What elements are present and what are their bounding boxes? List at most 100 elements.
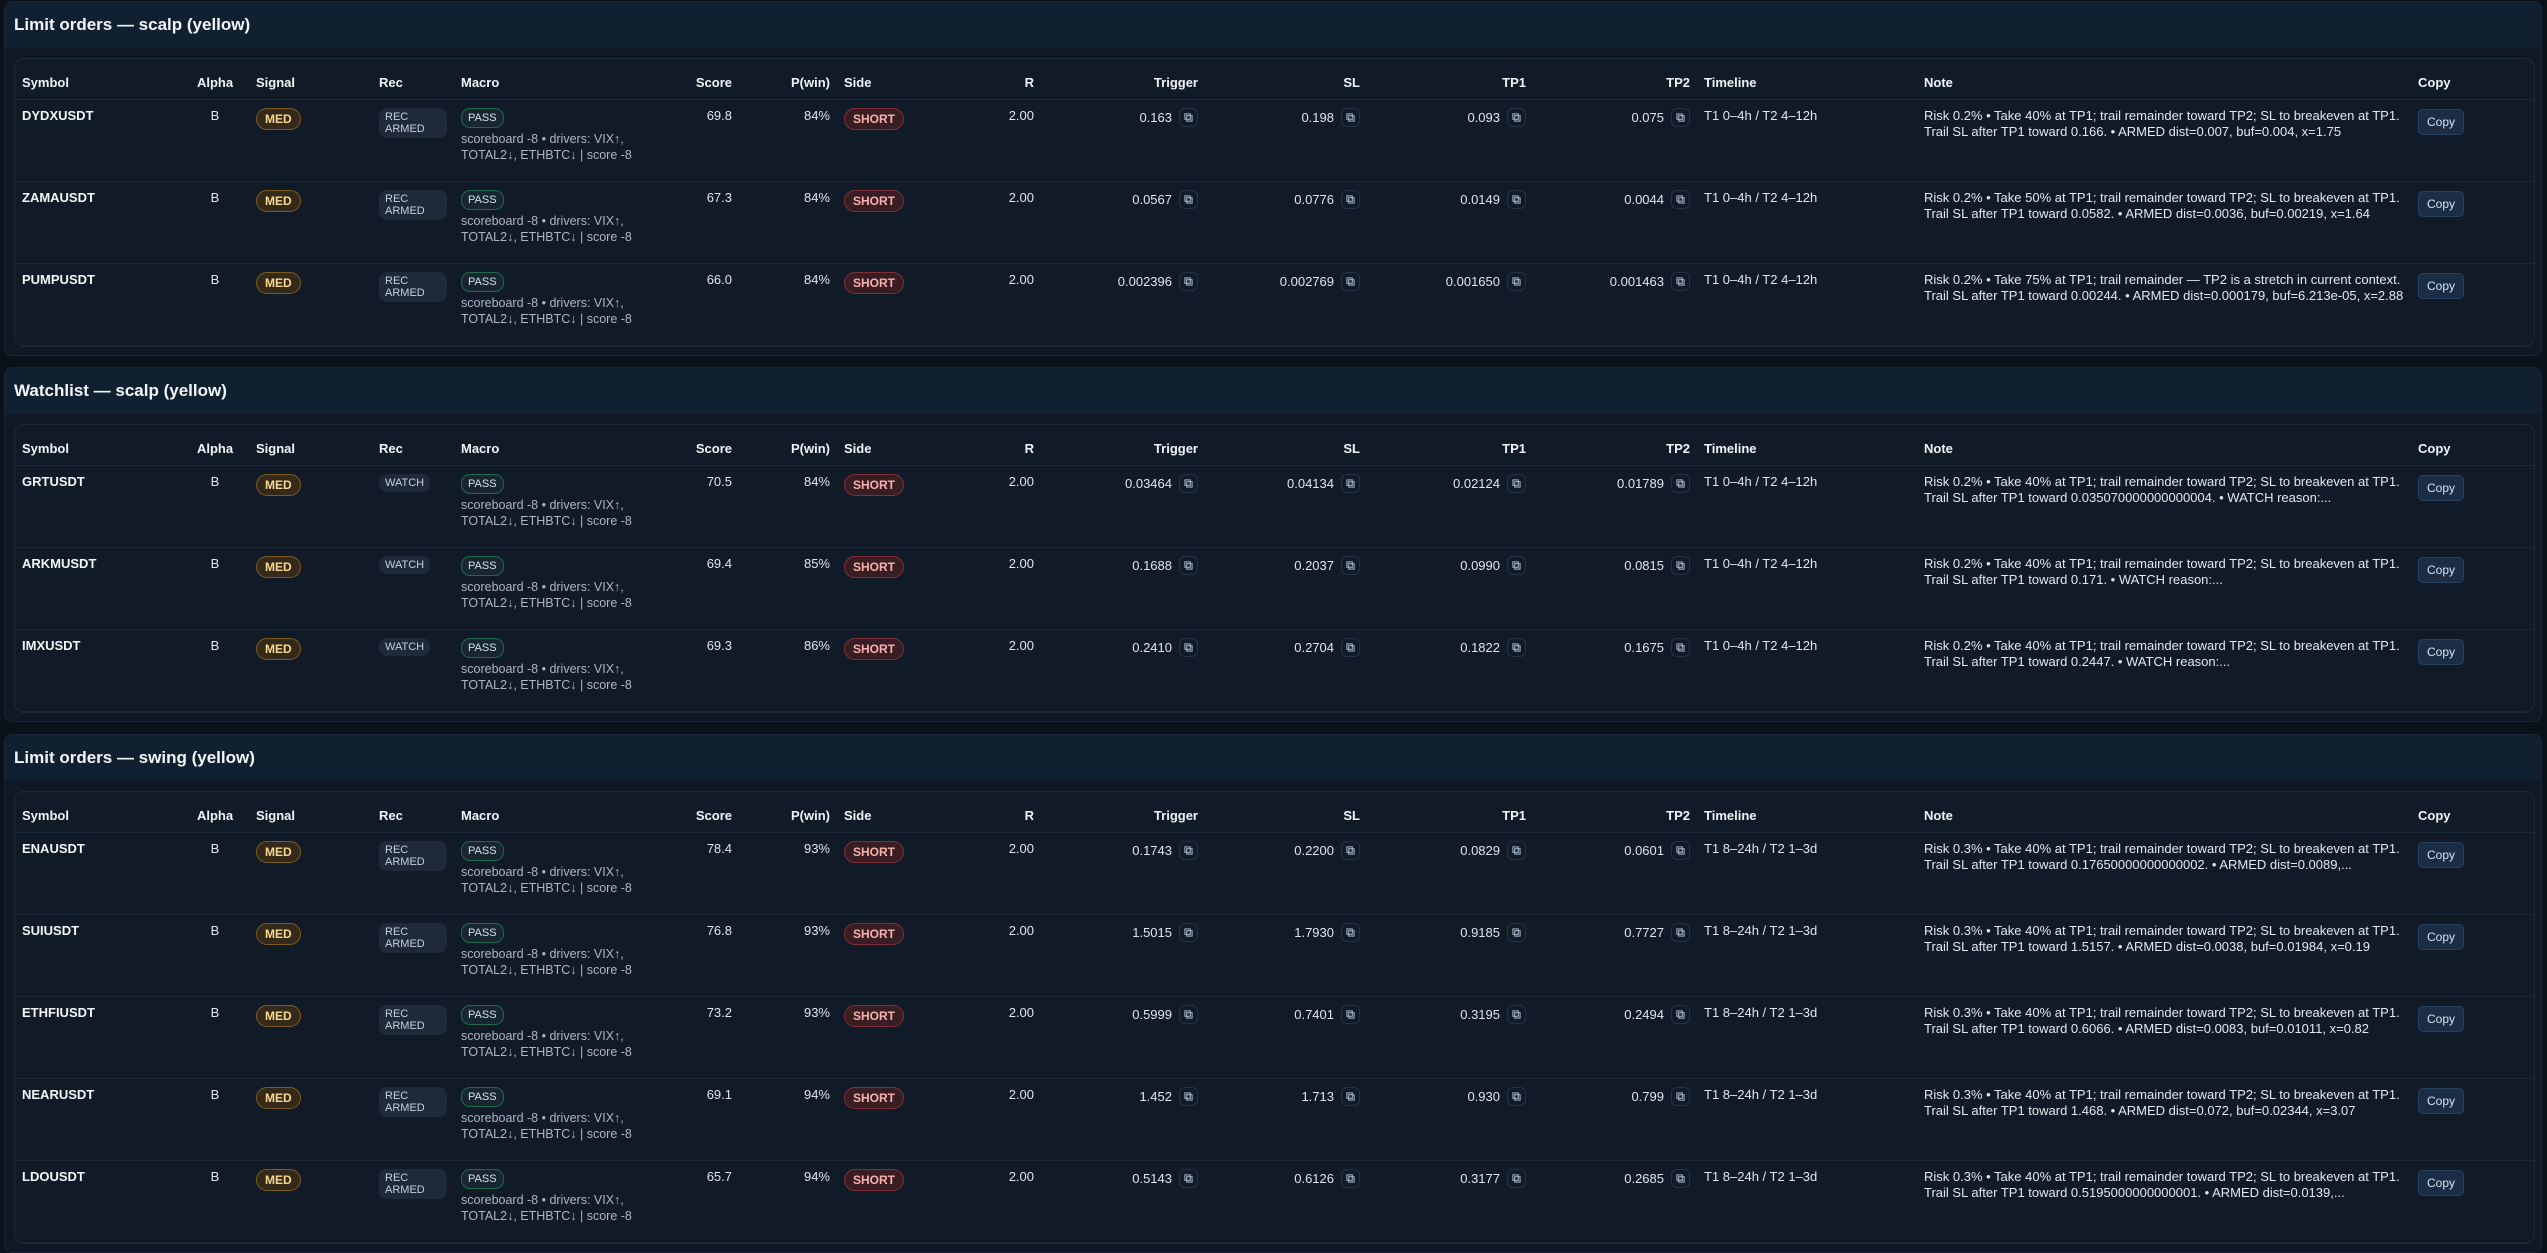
column-header-tp2[interactable]: TP2: [1533, 425, 1697, 466]
copy-icon[interactable]: [1179, 1087, 1198, 1106]
column-header-alpha[interactable]: Alpha: [181, 792, 249, 833]
copy-icon[interactable]: [1179, 923, 1198, 942]
column-header-rec[interactable]: Rec: [372, 425, 454, 466]
copy-icon[interactable]: [1671, 1169, 1690, 1188]
copy-button[interactable]: Copy: [2418, 842, 2465, 868]
column-header-r[interactable]: R: [931, 59, 1041, 100]
column-header-note[interactable]: Note: [1917, 59, 2411, 100]
column-header-symbol[interactable]: Symbol: [15, 425, 181, 466]
column-header-tp2[interactable]: TP2: [1533, 792, 1697, 833]
column-header-signal[interactable]: Signal: [249, 792, 372, 833]
copy-icon[interactable]: [1179, 474, 1198, 493]
column-header-score[interactable]: Score: [641, 59, 739, 100]
copy-icon[interactable]: [1179, 638, 1198, 657]
column-header-r[interactable]: R: [931, 792, 1041, 833]
copy-icon[interactable]: [1179, 190, 1198, 209]
copy-button[interactable]: Copy: [2418, 639, 2465, 665]
copy-icon[interactable]: [1179, 1169, 1198, 1188]
copy-icon[interactable]: [1671, 556, 1690, 575]
copy-icon[interactable]: [1507, 556, 1526, 575]
column-header-score[interactable]: Score: [641, 792, 739, 833]
column-header-sl[interactable]: SL: [1205, 425, 1367, 466]
copy-icon[interactable]: [1341, 272, 1360, 291]
column-header-alpha[interactable]: Alpha: [181, 425, 249, 466]
column-header-tp1[interactable]: TP1: [1367, 792, 1533, 833]
copy-button[interactable]: Copy: [2418, 273, 2465, 299]
copy-icon[interactable]: [1341, 474, 1360, 493]
copy-icon[interactable]: [1341, 1169, 1360, 1188]
copy-icon[interactable]: [1671, 108, 1690, 127]
column-header-tp1[interactable]: TP1: [1367, 59, 1533, 100]
copy-button[interactable]: Copy: [2418, 1170, 2465, 1196]
copy-icon[interactable]: [1179, 1005, 1198, 1024]
copy-icon[interactable]: [1341, 1087, 1360, 1106]
copy-button[interactable]: Copy: [2418, 1006, 2465, 1032]
column-header-timeline[interactable]: Timeline: [1697, 59, 1917, 100]
copy-icon[interactable]: [1179, 108, 1198, 127]
column-header-copy[interactable]: Copy: [2411, 59, 2534, 100]
copy-icon[interactable]: [1507, 108, 1526, 127]
column-header-pwin[interactable]: P(win): [739, 425, 837, 466]
copy-icon[interactable]: [1341, 190, 1360, 209]
copy-icon[interactable]: [1507, 923, 1526, 942]
column-header-rec[interactable]: Rec: [372, 792, 454, 833]
copy-icon[interactable]: [1341, 108, 1360, 127]
copy-icon[interactable]: [1179, 272, 1198, 291]
column-header-copy[interactable]: Copy: [2411, 425, 2534, 466]
copy-icon[interactable]: [1341, 923, 1360, 942]
copy-button[interactable]: Copy: [2418, 924, 2465, 950]
copy-icon[interactable]: [1671, 1087, 1690, 1106]
column-header-trigger[interactable]: Trigger: [1041, 792, 1205, 833]
copy-icon[interactable]: [1507, 190, 1526, 209]
column-header-side[interactable]: Side: [837, 425, 931, 466]
column-header-note[interactable]: Note: [1917, 425, 2411, 466]
column-header-symbol[interactable]: Symbol: [15, 792, 181, 833]
copy-button[interactable]: Copy: [2418, 191, 2465, 217]
column-header-tp1[interactable]: TP1: [1367, 425, 1533, 466]
column-header-alpha[interactable]: Alpha: [181, 59, 249, 100]
column-header-r[interactable]: R: [931, 425, 1041, 466]
copy-icon[interactable]: [1671, 1005, 1690, 1024]
copy-button[interactable]: Copy: [2418, 109, 2465, 135]
column-header-pwin[interactable]: P(win): [739, 792, 837, 833]
column-header-macro[interactable]: Macro: [454, 59, 641, 100]
column-header-sl[interactable]: SL: [1205, 59, 1367, 100]
column-header-trigger[interactable]: Trigger: [1041, 425, 1205, 466]
copy-icon[interactable]: [1179, 556, 1198, 575]
column-header-rec[interactable]: Rec: [372, 59, 454, 100]
copy-icon[interactable]: [1671, 474, 1690, 493]
copy-button[interactable]: Copy: [2418, 557, 2465, 583]
copy-icon[interactable]: [1671, 190, 1690, 209]
column-header-sl[interactable]: SL: [1205, 792, 1367, 833]
copy-icon[interactable]: [1507, 1169, 1526, 1188]
column-header-pwin[interactable]: P(win): [739, 59, 837, 100]
copy-icon[interactable]: [1671, 923, 1690, 942]
column-header-tp2[interactable]: TP2: [1533, 59, 1697, 100]
column-header-signal[interactable]: Signal: [249, 425, 372, 466]
column-header-trigger[interactable]: Trigger: [1041, 59, 1205, 100]
copy-icon[interactable]: [1507, 1005, 1526, 1024]
copy-icon[interactable]: [1507, 841, 1526, 860]
column-header-symbol[interactable]: Symbol: [15, 59, 181, 100]
copy-button[interactable]: Copy: [2418, 1088, 2465, 1114]
column-header-copy[interactable]: Copy: [2411, 792, 2534, 833]
copy-icon[interactable]: [1671, 841, 1690, 860]
column-header-timeline[interactable]: Timeline: [1697, 792, 1917, 833]
column-header-score[interactable]: Score: [641, 425, 739, 466]
copy-icon[interactable]: [1507, 638, 1526, 657]
copy-icon[interactable]: [1507, 474, 1526, 493]
copy-icon[interactable]: [1507, 1087, 1526, 1106]
copy-icon[interactable]: [1179, 841, 1198, 860]
column-header-signal[interactable]: Signal: [249, 59, 372, 100]
copy-icon[interactable]: [1341, 1005, 1360, 1024]
column-header-side[interactable]: Side: [837, 792, 931, 833]
column-header-note[interactable]: Note: [1917, 792, 2411, 833]
column-header-macro[interactable]: Macro: [454, 425, 641, 466]
copy-icon[interactable]: [1341, 556, 1360, 575]
copy-icon[interactable]: [1507, 272, 1526, 291]
column-header-timeline[interactable]: Timeline: [1697, 425, 1917, 466]
column-header-macro[interactable]: Macro: [454, 792, 641, 833]
column-header-side[interactable]: Side: [837, 59, 931, 100]
copy-button[interactable]: Copy: [2418, 475, 2465, 501]
copy-icon[interactable]: [1341, 841, 1360, 860]
